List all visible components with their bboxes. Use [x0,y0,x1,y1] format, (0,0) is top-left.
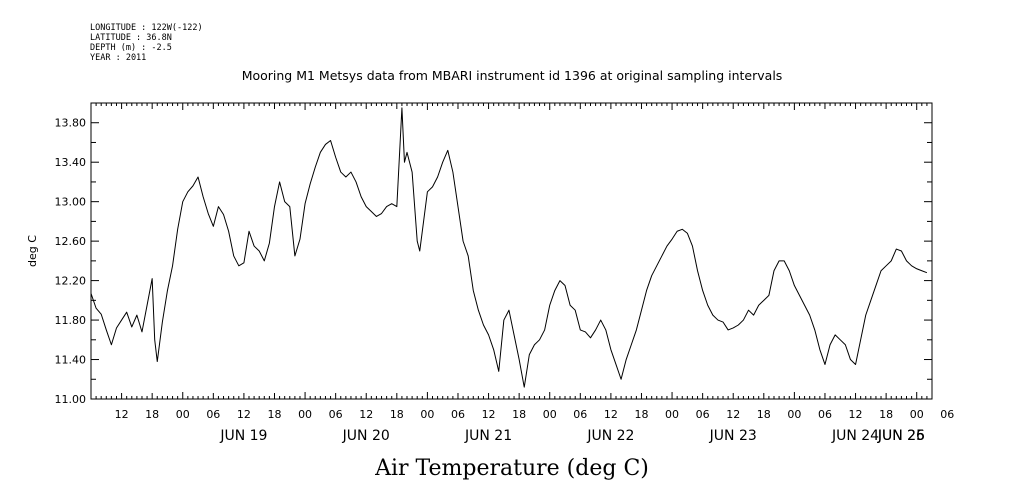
x-tick-label: 00 [176,408,190,421]
x-tick-label: 18 [757,408,771,421]
latitude-label: LATITUDE : 36.8N [90,33,172,43]
metadata-block: LONGITUDE : 122W(-122) LATITUDE : 36.8N … [90,23,203,63]
longitude-label: LONGITUDE : 122W(-122) [90,23,203,33]
depth-label: DEPTH (m) : -2.5 [90,43,172,53]
x-tick-label: 12 [237,408,251,421]
day-label: JUN 22 [586,428,634,444]
x-tick-label: 18 [390,408,404,421]
x-axis-title: Air Temperature (deg C) [374,456,649,481]
x-tick-label: 18 [512,408,526,421]
x-tick-label: 18 [267,408,281,421]
x-tick-label: 00 [420,408,434,421]
year-label: YEAR : 2011 [90,53,146,63]
y-tick-label: 11.80 [55,314,87,327]
x-tick-label: 00 [543,408,557,421]
x-tick-label: 12 [359,408,373,421]
day-labels: JUN 19 JUN 20 JUN 21 JUN 22 JUN 23 JUN 24JUN … [219,428,925,444]
y-tick-label: 12.60 [55,235,87,248]
x-tick-label: 06 [206,408,220,421]
y-tick-label: 12.20 [55,275,87,288]
x-tick-label: 06 [940,408,954,421]
plot-frame [90,102,933,400]
day-label: JUN 20 [342,428,390,444]
y-tick-label: 11.00 [55,393,87,406]
x-tick-label: 12 [726,408,740,421]
chart-title: Mooring M1 Metsys data from MBARI instru… [242,68,783,83]
day-label: JUN 24 [831,428,879,444]
x-tick-label: 00 [910,408,924,421]
x-tick-label: 06 [818,408,832,421]
x-tick-labels: 12 18 00 06 12 18 00 06 12 18 00 06 12 18 00 06 12 18 00 06… [115,408,955,421]
y-tick-label: 11.40 [55,354,87,367]
x-tick-label: 06 [451,408,465,421]
x-tick-label: 12 [849,408,863,421]
x-tick-label: 06 [573,408,587,421]
x-tick-label: 06 [696,408,710,421]
y-axis-label: deg C [26,235,39,267]
day-label: JUN 19 [219,428,267,444]
x-tick-label: 00 [665,408,679,421]
x-tick-label: 00 [787,408,801,421]
x-tick-label: 12 [604,408,618,421]
air-temperature-line [90,107,928,388]
day-label: JUN 21 [464,428,512,444]
x-tick-label: 18 [879,408,893,421]
y-tick-label: 13.80 [55,117,87,130]
x-tick-label: 06 [329,408,343,421]
day-label: JUN 23 [709,428,757,444]
y-tick-labels: 11.00 11.40 11.80 12.20 12.60 13.00 13.40 13.80 [55,117,87,406]
day-label: JUN 25 [877,428,925,444]
tick-marks [90,102,933,400]
x-tick-label: 12 [482,408,496,421]
y-tick-label: 13.00 [55,196,87,209]
x-tick-label: 18 [634,408,648,421]
x-tick-label: 18 [145,408,159,421]
x-tick-label: 00 [298,408,312,421]
y-tick-label: 13.40 [55,156,87,169]
day-label: JUN 26 [877,428,925,444]
x-tick-label: 12 [115,408,129,421]
